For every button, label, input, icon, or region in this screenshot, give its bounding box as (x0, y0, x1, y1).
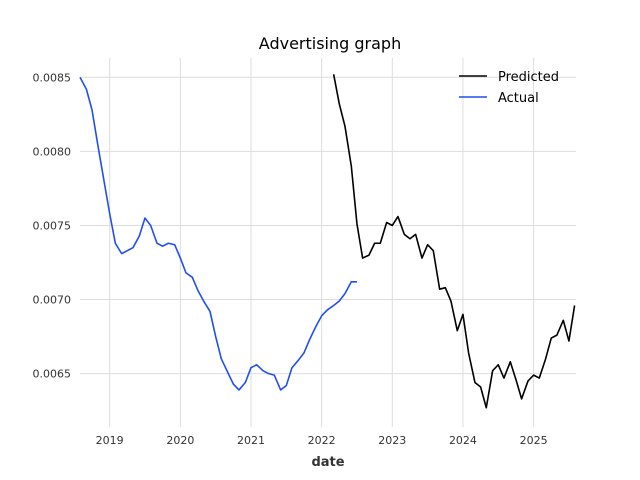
series-line-actual (79, 76, 357, 391)
series-line-predicted (332, 74, 576, 409)
y-tick-label: 0.0080 (33, 145, 72, 158)
y-tick-label: 0.0085 (33, 71, 72, 84)
y-tick-label: 0.0075 (33, 219, 72, 232)
y-tick-label: 0.0065 (33, 368, 72, 381)
x-tick-label: 2021 (237, 434, 265, 447)
x-tick-label: 2019 (96, 434, 124, 447)
legend-label-actual: Actual (498, 91, 539, 106)
x-axis-label: date (311, 455, 344, 470)
y-tick-label: 0.0070 (33, 294, 72, 307)
legend: Predicted Actual (459, 70, 559, 106)
x-tick-labels: 2019 2020 2021 2022 2023 2024 2025 (96, 434, 548, 447)
series-lines (79, 74, 576, 409)
x-tick-label: 2022 (308, 434, 336, 447)
x-tick-label: 2025 (520, 434, 548, 447)
x-tick-label: 2024 (449, 434, 477, 447)
grid-lines (80, 58, 576, 427)
x-tick-label: 2023 (378, 434, 406, 447)
legend-label-predicted: Predicted (498, 70, 559, 85)
y-tick-labels: 0.0065 0.0070 0.0075 0.0080 0.0085 (33, 71, 72, 380)
x-tick-label: 2020 (166, 434, 194, 447)
chart-title: Advertising graph (259, 34, 401, 53)
